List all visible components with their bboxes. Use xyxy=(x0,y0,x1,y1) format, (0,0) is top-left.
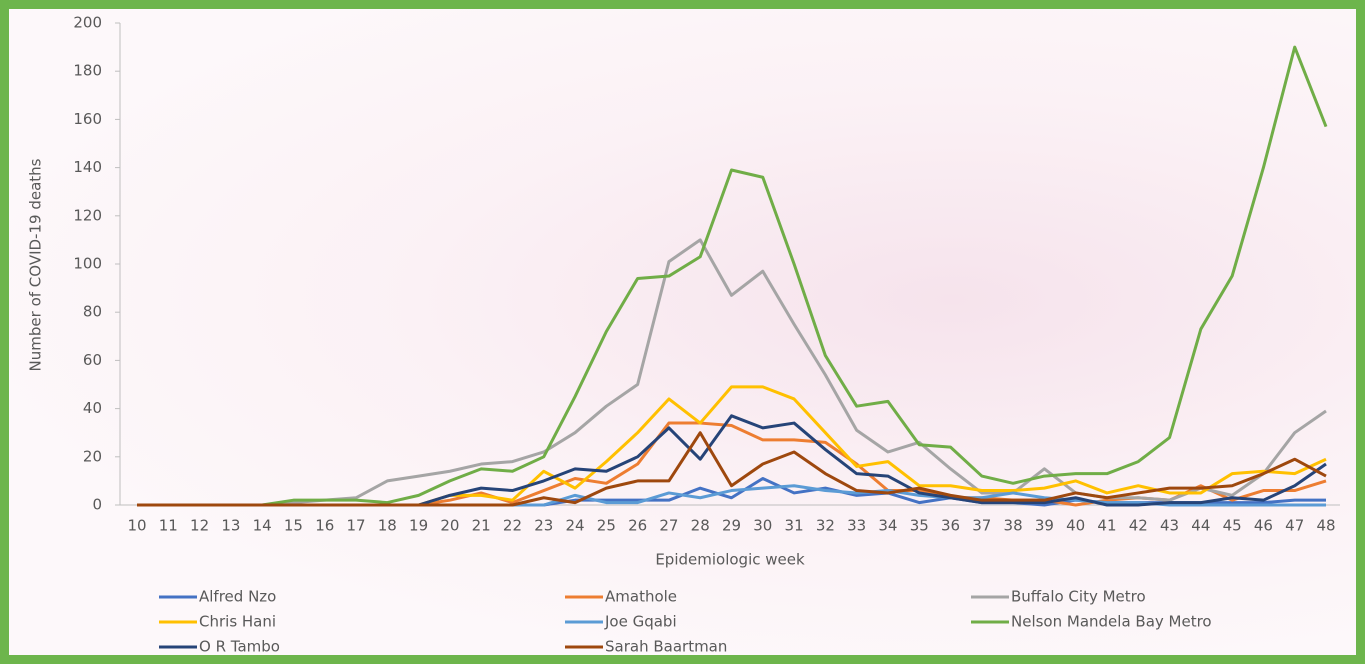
legend-label: Chris Hani xyxy=(199,613,276,631)
legend-label: Joe Gqabi xyxy=(604,613,677,631)
x-tick-label: 45 xyxy=(1223,517,1242,535)
y-tick-label: 80 xyxy=(83,303,102,321)
x-tick-label: 16 xyxy=(315,517,334,535)
series-line xyxy=(137,385,1327,507)
x-tick-label: 22 xyxy=(503,517,522,535)
x-tick-label: 47 xyxy=(1285,517,1304,535)
x-tick-label: 36 xyxy=(941,517,960,535)
x-tick-label: 32 xyxy=(816,517,835,535)
y-tick-label: 120 xyxy=(73,206,102,224)
x-tick-label: 13 xyxy=(221,517,240,535)
y-axis-title: Number of COVID-19 deaths xyxy=(27,158,45,371)
x-tick-label: 48 xyxy=(1316,517,1335,535)
legend-label: O R Tambo xyxy=(199,638,280,656)
series-line xyxy=(137,45,1328,507)
x-tick-label: 46 xyxy=(1254,517,1273,535)
legend-label: Alfred Nzo xyxy=(199,588,276,606)
x-tick-label: 10 xyxy=(127,517,146,535)
x-tick-label: 34 xyxy=(878,517,897,535)
x-tick-label: 17 xyxy=(346,517,365,535)
x-tick-label: 19 xyxy=(409,517,428,535)
y-tick-label: 180 xyxy=(73,62,102,80)
y-tick-label: 100 xyxy=(73,255,102,273)
x-axis-title: Epidemiologic week xyxy=(655,551,805,569)
y-tick-label: 0 xyxy=(92,496,102,514)
x-tick-label: 20 xyxy=(440,517,459,535)
x-tick-label: 30 xyxy=(753,517,772,535)
x-tick-label: 40 xyxy=(1066,517,1085,535)
x-tick-label: 23 xyxy=(534,517,553,535)
x-tick-label: 35 xyxy=(910,517,929,535)
x-tick-label: 24 xyxy=(566,517,585,535)
x-tick-label: 28 xyxy=(691,517,710,535)
x-tick-label: 27 xyxy=(659,517,678,535)
x-tick-label: 33 xyxy=(847,517,866,535)
x-tick-label: 41 xyxy=(1097,517,1116,535)
x-tick-label: 31 xyxy=(785,517,804,535)
legend-label: Sarah Baartman xyxy=(605,638,727,656)
x-tick-label: 29 xyxy=(722,517,741,535)
x-tick-label: 44 xyxy=(1191,517,1210,535)
series-line xyxy=(137,238,1327,507)
x-tick-label: 43 xyxy=(1160,517,1179,535)
legend-label: Amathole xyxy=(605,588,677,606)
x-tick-label: 26 xyxy=(628,517,647,535)
x-tick-label: 21 xyxy=(472,517,491,535)
legend-label: Nelson Mandela Bay Metro xyxy=(1011,613,1212,631)
series-line xyxy=(137,431,1327,507)
legend-label: Buffalo City Metro xyxy=(1011,588,1146,606)
x-tick-label: 11 xyxy=(159,517,178,535)
y-tick-label: 20 xyxy=(83,447,102,465)
chart: Number of COVID-19 deaths Epidemiologic … xyxy=(27,14,1340,656)
x-tick-label: 25 xyxy=(597,517,616,535)
x-tick-label: 18 xyxy=(378,517,397,535)
y-tick-label: 160 xyxy=(73,110,102,128)
x-tick-label: 38 xyxy=(1004,517,1023,535)
x-tick-label: 14 xyxy=(253,517,272,535)
x-tick-label: 39 xyxy=(1035,517,1054,535)
y-tick-label: 60 xyxy=(83,351,102,369)
x-tick-label: 42 xyxy=(1129,517,1148,535)
y-tick-label: 140 xyxy=(73,158,102,176)
y-tick-label: 200 xyxy=(73,14,102,32)
x-tick-label: 37 xyxy=(972,517,991,535)
x-tick-label: 12 xyxy=(190,517,209,535)
x-tick-label: 15 xyxy=(284,517,303,535)
y-tick-label: 40 xyxy=(83,399,102,417)
